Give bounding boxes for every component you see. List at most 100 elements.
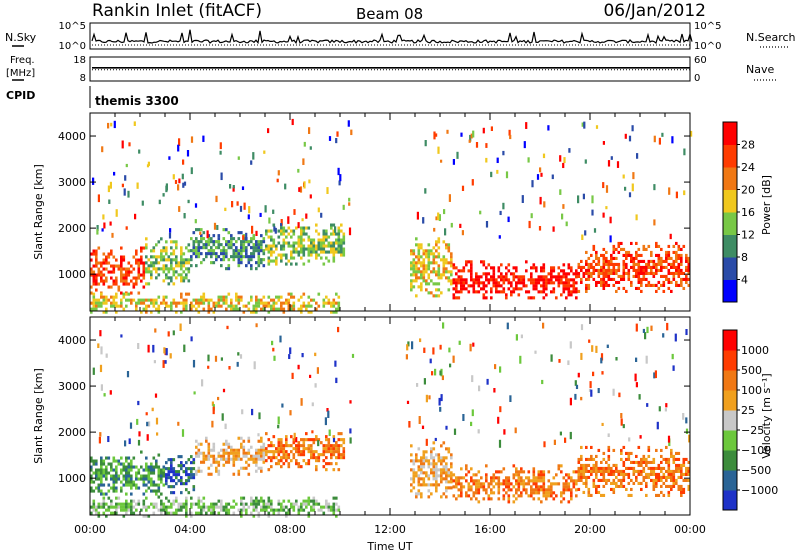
echo-cell [97,474,101,478]
echo-cell [530,281,533,285]
echo-cell [185,461,188,465]
echo-cell [167,511,171,515]
echo-cell [129,422,133,429]
colorbar-tick-label: 20 [741,184,755,197]
echo-cell [510,482,513,486]
echo-cell [630,256,633,260]
echo-cell [592,469,596,473]
echo-cell [499,366,502,373]
echo-cell [185,246,188,250]
echo-cell [645,265,648,269]
echo-cell [162,471,166,475]
echo-cell [497,284,501,288]
echo-cell [97,514,101,518]
echo-cell [590,472,593,476]
echo-cell [505,491,508,495]
echo-cell [267,505,271,509]
echo-cell [512,485,516,489]
echo-cell [150,255,153,259]
echo-cell [652,283,656,287]
echo-cell [547,272,551,276]
echo-cell [175,304,178,308]
echo-cell [325,438,328,442]
echo-cell [187,467,191,471]
echo-cell [285,456,288,460]
echo-cell [540,488,543,492]
echo-cell [112,295,116,299]
echo-cell [227,264,231,268]
echo-cell [307,304,311,308]
echo-cell [645,262,648,266]
echo-cell [667,250,671,254]
echo-cell [287,292,291,296]
echo-cell [260,246,263,250]
colorbar-tick-label: −100 [741,444,771,457]
echo-cell [450,474,453,478]
echo-cell [567,287,571,291]
echo-cell [495,284,498,288]
echo-cell [227,292,231,296]
echo-cell [545,284,548,288]
echo-cell [197,298,201,302]
echo-cell [272,450,276,454]
echo-cell [543,201,546,208]
echo-cell [617,274,621,278]
echo-cell [547,470,551,474]
echo-cell [287,241,291,245]
colorbar-segment [723,167,737,190]
echo-cell [635,478,638,482]
echo-cell [450,471,453,475]
echo-cell [445,465,448,469]
echo-cell [337,250,341,254]
echo-cell [180,249,183,253]
colorbar-tick-label: −500 [741,464,771,477]
echo-cell [435,261,438,265]
echo-cell [127,505,131,509]
echo-cell [647,472,651,476]
velocity-x-tick-labels: 00:00 04:00 08:00 12:00 16:00 20:00 00:00 [74,523,706,536]
echo-cell [227,451,231,455]
echo-cell [416,211,419,220]
echo-cell [630,466,633,470]
echo-cell [532,266,536,270]
echo-cell [195,252,198,256]
colorbar-segment [723,189,737,213]
frequency-panel-frame [89,56,691,82]
echo-cell [240,231,243,235]
echo-cell [172,502,176,506]
echo-cell [212,442,216,446]
echo-cell [315,459,318,463]
echo-cell [125,468,128,472]
echo-cell [475,482,478,486]
echo-cell [639,435,642,439]
echo-cell [665,265,668,269]
echo-cell [677,268,681,272]
echo-cell [197,454,201,458]
echo-cell [430,249,433,253]
echo-cell [110,499,113,503]
echo-cell [480,485,483,489]
echo-cell [430,471,433,475]
echo-cell [197,511,201,515]
echo-cell [337,456,341,460]
echo-cell [285,514,288,518]
echo-cell [242,451,246,455]
echo-cell [537,275,541,279]
echo-cell [490,171,493,178]
echo-cell [637,286,641,290]
echo-cell [165,505,168,509]
echo-cell [600,280,603,284]
echo-cell [417,474,421,478]
echo-cell [132,267,136,271]
echo-cell [492,266,496,270]
echo-cell [505,278,508,282]
echo-cell [457,476,461,480]
echo-cell [105,258,108,262]
echo-cell [250,445,253,449]
echo-cell [437,267,441,271]
echo-cell [135,304,138,308]
echo-cell [157,477,161,481]
colorbar-tick-label: 16 [741,206,755,219]
echo-cell [490,278,493,282]
echo-cell [667,466,671,470]
